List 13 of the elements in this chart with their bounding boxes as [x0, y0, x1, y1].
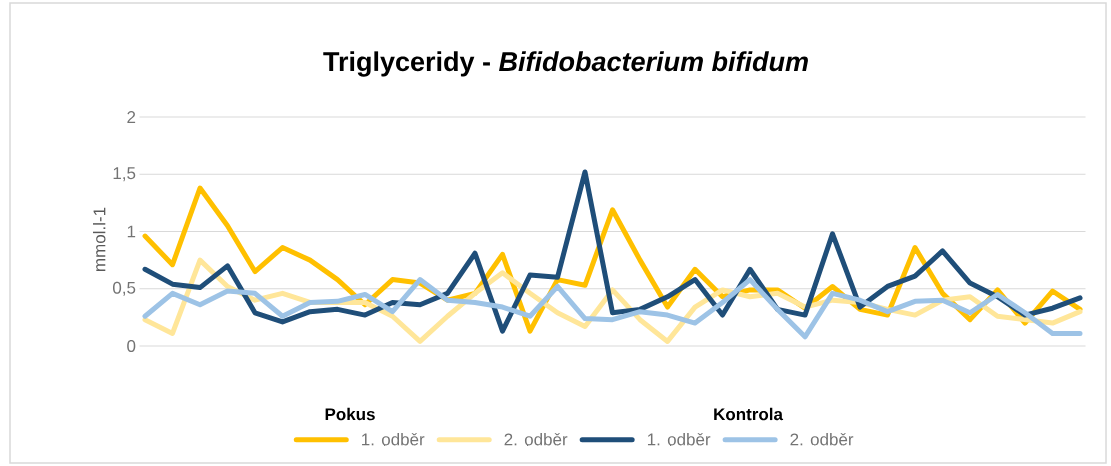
chart-title: Triglyceridy - Bifidobacterium bifidum	[323, 51, 808, 77]
y-tick-label: 2	[127, 111, 136, 123]
legend-label: 1. odběr	[647, 432, 711, 446]
y-axis-title: mmol.l-1	[92, 207, 106, 271]
y-tick-label: 0,5	[113, 281, 136, 296]
y-tick-label: 1	[127, 225, 136, 238]
y-tick-label: 0	[127, 339, 136, 353]
y-tick-label: 1,5	[113, 167, 136, 182]
legend-label: 2. odběr	[504, 432, 568, 446]
legend-label: 1. odběr	[362, 432, 425, 446]
legend-label: 2. odběr	[790, 432, 854, 446]
text: Pokus	[325, 407, 375, 421]
text: Kontrola	[714, 407, 784, 421]
